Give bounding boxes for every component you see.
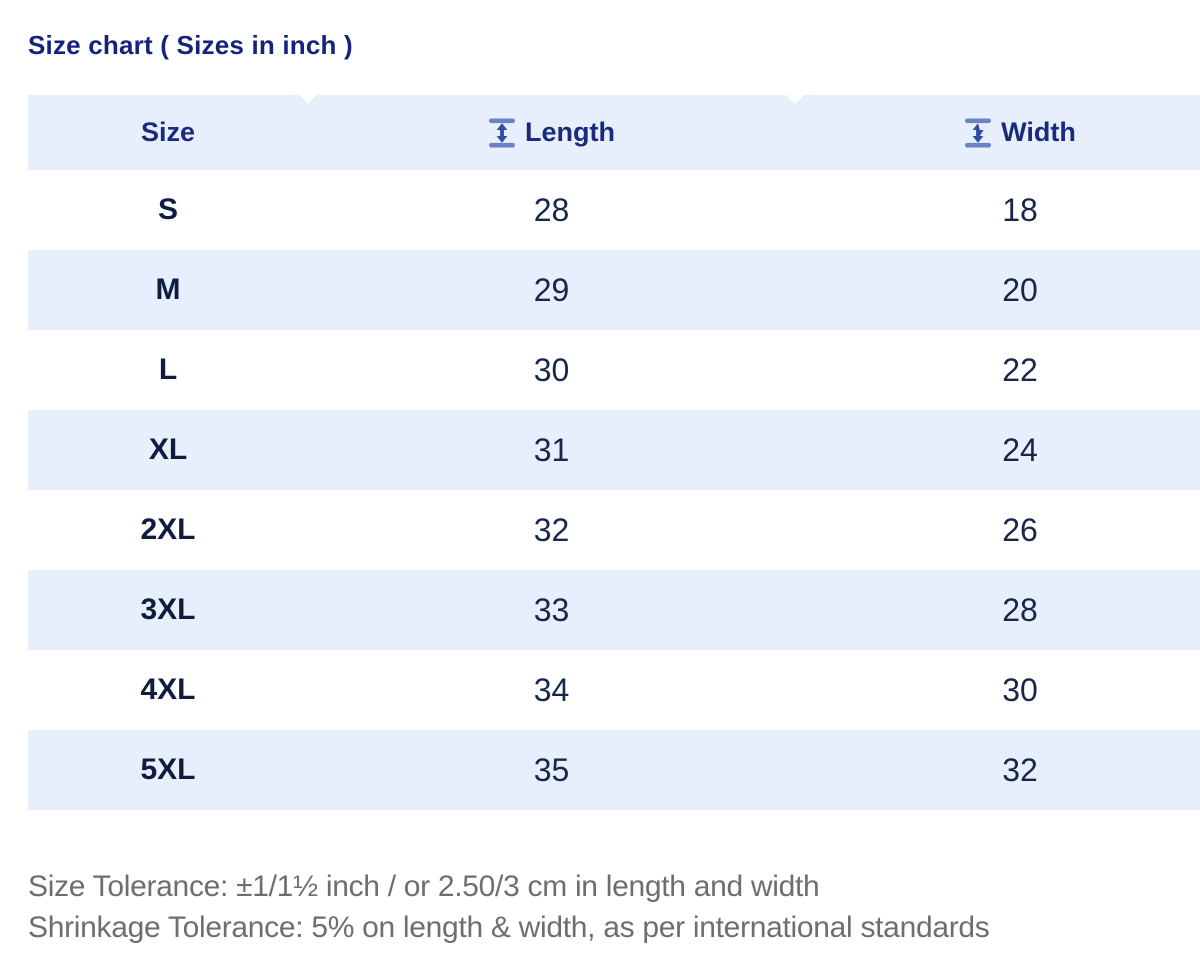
cell-length: 28: [533, 191, 570, 228]
table-row: 5XL 35 32: [28, 730, 1200, 810]
column-divider-notch: [299, 95, 317, 104]
table-row: 3XL 33 28: [28, 570, 1200, 650]
cell-length: 31: [533, 431, 570, 468]
cell-width: 32: [1002, 751, 1038, 788]
tolerance-notes: Size Tolerance: ±1/1½ inch / or 2.50/3 c…: [28, 866, 1188, 948]
cell-width: 26: [1002, 511, 1038, 548]
cell-width: 24: [1002, 431, 1038, 468]
cell-size: 4XL: [140, 673, 196, 706]
size-table: Size Length: [28, 95, 1200, 810]
table-row: S 28 18: [28, 170, 1200, 250]
header-size: Size: [28, 95, 308, 170]
size-table-body: S 28 18 M 29 20 L 30 22 XL 31 24 2XL 32 …: [28, 170, 1200, 810]
table-row: 2XL 32 26: [28, 490, 1200, 570]
cell-width: 28: [1002, 591, 1038, 628]
cell-size: L: [158, 353, 178, 386]
cell-size: 5XL: [140, 753, 196, 786]
cell-width: 20: [1002, 271, 1038, 308]
shrinkage-tolerance-note: Shrinkage Tolerance: 5% on length & widt…: [28, 911, 990, 944]
size-table-header: Size Length: [28, 95, 1200, 170]
header-size-label: Size: [140, 117, 196, 147]
cell-length: 30: [533, 351, 570, 388]
header-length-label: Length: [525, 117, 615, 147]
table-row: L 30 22: [28, 330, 1200, 410]
size-tolerance-note: Size Tolerance: ±1/1½ inch / or 2.50/3 c…: [28, 870, 820, 903]
cell-length: 32: [533, 511, 570, 548]
cell-length: 29: [533, 271, 570, 308]
cell-width: 18: [1002, 191, 1038, 228]
table-row: M 29 20: [28, 250, 1200, 330]
cell-size: M: [155, 273, 181, 306]
column-divider-notch: [786, 95, 804, 104]
cell-width: 22: [1002, 351, 1038, 388]
table-row: XL 31 24: [28, 410, 1200, 490]
vertical-measure-icon: [488, 117, 516, 149]
cell-size: S: [157, 193, 178, 226]
cell-length: 35: [533, 751, 570, 788]
cell-width: 30: [1002, 671, 1038, 708]
cell-length: 33: [533, 591, 570, 628]
table-row: 4XL 34 30: [28, 650, 1200, 730]
cell-size: 3XL: [140, 593, 196, 626]
cell-size: 2XL: [140, 513, 196, 546]
header-width-label: Width: [1001, 117, 1076, 147]
vertical-measure-icon: [964, 117, 992, 149]
cell-size: XL: [148, 433, 188, 466]
header-length: Length: [308, 95, 795, 170]
page-title: Size chart ( Sizes in inch ): [28, 30, 353, 60]
cell-length: 34: [533, 671, 570, 708]
header-width: Width: [795, 95, 1200, 170]
